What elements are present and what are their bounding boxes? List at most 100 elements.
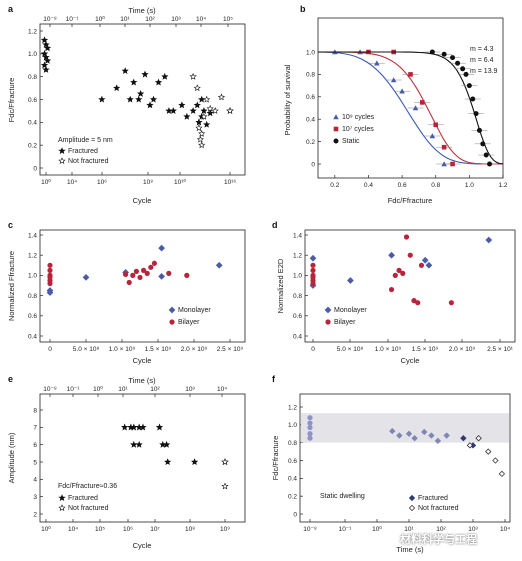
panel-label-b: b <box>300 4 306 14</box>
y-a-tick-label: 0.8 <box>28 74 37 81</box>
axis-label-x-e: Cycle <box>133 541 152 550</box>
point-b-1e9 <box>374 60 380 66</box>
point-b-static <box>480 141 486 147</box>
fractured-star-a <box>169 107 177 114</box>
point-b-1e9 <box>441 161 447 167</box>
not-fractured-star-e <box>221 458 229 465</box>
bilayer-point-c <box>47 262 53 268</box>
fractured-star-e <box>163 440 171 448</box>
axis-label-y-f: Fdc/Ffracture <box>271 436 280 481</box>
legend-c-bi: Bilayer <box>178 319 200 326</box>
x-e-tick-label: 10⁰ <box>41 525 51 533</box>
axis-label-top-a: Time (s) <box>128 6 156 15</box>
x-f-tick-label: 10⁰ <box>372 525 382 533</box>
m-value-1e9: m = 4.3 <box>470 46 494 53</box>
plot-frame-e <box>39 393 246 523</box>
y-b-tick-label: 0.4 <box>306 117 315 124</box>
x-c-tick-label: 2.5 × 10⁹ <box>217 346 244 353</box>
y-e-tick-label: 5 <box>33 459 37 466</box>
bilayer-point-c <box>184 272 190 278</box>
static-point-f <box>307 415 313 421</box>
point-b-1e7 <box>408 72 413 77</box>
not-fractured-star-a <box>203 95 211 103</box>
legend-marker-c-bi <box>169 319 175 325</box>
fit-curve-b <box>318 51 504 165</box>
static-point-f <box>307 424 313 431</box>
x-f-tick-label: 10⁻¹ <box>339 526 353 533</box>
monolayer-point-c <box>158 273 165 280</box>
x-e-tick-label: 10⁸ <box>185 526 195 533</box>
y-b-tick-label: 0.6 <box>306 94 315 101</box>
axis-label-y-c: Normalized Ffracture <box>7 251 16 321</box>
legend-not-fractured-e: Not fractured <box>68 505 109 512</box>
y-c-tick-label: 1.4 <box>28 232 37 239</box>
y-d-tick-label: 1.2 <box>293 253 302 260</box>
static-text-f: Static dwelling <box>320 493 365 500</box>
y-a-tick-label: 0 <box>33 165 37 172</box>
y-b-tick-label: 0.2 <box>306 139 315 146</box>
fractured-star-a <box>42 66 50 73</box>
fractured-star-e <box>139 423 147 431</box>
bilayer-point-d <box>407 252 413 258</box>
fit-curve-b <box>317 51 503 165</box>
monolayer-point-c <box>158 244 165 252</box>
x-a-tick-label: 10⁰ <box>41 178 51 186</box>
fractured-point-f <box>421 428 428 436</box>
x-b-tick-label: 0.2 <box>330 182 339 189</box>
not-fractured-star-a <box>195 124 203 132</box>
x-a-tick-label: 10⁶ <box>97 179 107 186</box>
top-a-tick-label: 10⁵ <box>223 16 233 23</box>
fractured-star-e <box>164 458 172 466</box>
not-fractured-star-a <box>193 84 201 92</box>
ratio-text-e: Fdc/Ffracture≈0.36 <box>58 483 117 490</box>
fractured-point-f <box>434 437 442 445</box>
y-e-tick-label: 6 <box>33 442 37 449</box>
point-b-1e7 <box>441 144 447 150</box>
y-d-tick-label: 1.4 <box>293 232 302 239</box>
fractured-point-f <box>396 432 403 439</box>
bilayer-point-d <box>396 267 402 273</box>
fractured-point-f <box>443 432 450 439</box>
x-c-tick-label: 1.0 × 10⁹ <box>109 346 136 353</box>
x-b-tick-label: 0.6 <box>398 182 407 189</box>
y-e-tick-label: 2 <box>33 511 37 518</box>
legend-b-static: Static <box>342 138 360 145</box>
fractured-star-e <box>121 423 129 431</box>
x-a-tick-label: 10¹⁰ <box>174 178 186 186</box>
point-b-static <box>487 161 493 167</box>
y-c-tick-label: 1.0 <box>28 273 37 280</box>
not-fractured-star-a <box>196 135 204 143</box>
axis-label-y-b: Probability of survival <box>283 64 292 135</box>
axis-label-y-e: Amplitude (nm) <box>7 432 16 483</box>
point-b-static <box>429 49 435 55</box>
y-d-tick-label: 1.0 <box>293 273 302 280</box>
monolayer-point-d <box>388 251 395 259</box>
bilayer-point-d <box>310 280 316 287</box>
x-e-tick-label: 10⁹ <box>220 526 230 533</box>
x-d-tick-label: 1.0 × 10⁹ <box>375 346 402 353</box>
fractured-star-a <box>98 95 106 103</box>
x-b-tick-label: 0.4 <box>364 182 373 189</box>
fractured-star-a <box>183 112 191 120</box>
not-fractured-point-f <box>475 435 482 442</box>
not-fractured-point-f <box>498 470 506 478</box>
x-f-tick-label: 10⁴ <box>500 526 510 533</box>
y-a-tick-label: 1.0 <box>28 51 37 58</box>
y-a-tick-label: 1.2 <box>28 28 37 35</box>
legend-b-1e9: 10⁹ cycles <box>342 114 375 121</box>
axis-label-top-e: Time (s) <box>128 376 156 385</box>
fractured-star-a <box>203 120 211 128</box>
top-e-tick-label: 10⁻⁸ <box>43 386 57 393</box>
x-f-tick-label: 10³ <box>468 526 478 533</box>
bilayer-point-c <box>137 274 143 281</box>
y-c-tick-label: 0.6 <box>28 313 37 320</box>
legend-marker-b-1e7 <box>333 126 339 132</box>
panel-label-a: a <box>8 4 14 14</box>
x-c-tick-label: 2.0 × 10⁹ <box>181 346 208 353</box>
not-fractured-star-a <box>198 141 206 149</box>
shaded-band-f <box>301 413 509 443</box>
fractured-star-a <box>161 72 169 80</box>
x-e-tick-label: 10⁶ <box>123 526 133 533</box>
y-f-tick-label: 0.6 <box>288 458 297 465</box>
